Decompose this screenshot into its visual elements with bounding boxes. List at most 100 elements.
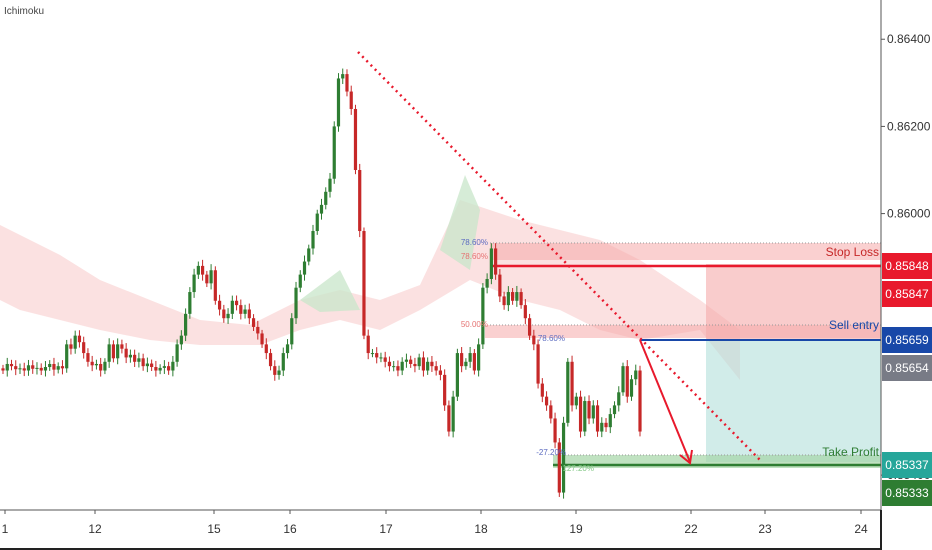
x-tick-label: 15 <box>207 522 221 536</box>
price-label: 0.85333 <box>882 480 932 506</box>
candle <box>77 330 82 348</box>
candle <box>179 330 183 350</box>
sell-entry-label: Sell entry <box>829 318 879 332</box>
candle <box>353 104 358 175</box>
candle <box>137 352 141 368</box>
candle-body <box>400 361 404 371</box>
candle-body <box>634 370 638 380</box>
candle <box>56 362 60 374</box>
candle <box>468 346 472 368</box>
candle-body <box>200 265 205 275</box>
candle-body <box>319 204 324 214</box>
candle-body <box>341 74 345 79</box>
candle <box>285 338 290 359</box>
candle <box>52 357 56 376</box>
candle <box>133 349 137 367</box>
candle <box>629 375 634 401</box>
candle <box>553 412 557 449</box>
candle <box>205 270 209 288</box>
candle-body <box>527 318 532 336</box>
candle-body <box>502 296 506 306</box>
candle-body <box>298 274 302 288</box>
candle-body <box>302 261 307 275</box>
candle <box>94 359 99 370</box>
candle <box>22 362 26 377</box>
candle <box>14 360 18 376</box>
candle <box>392 361 396 372</box>
candle-body <box>179 335 183 345</box>
candle <box>366 329 370 360</box>
candle-body <box>383 357 387 362</box>
candles <box>1 68 642 499</box>
candle-body <box>370 353 375 355</box>
candle <box>417 353 421 370</box>
price-label-bg <box>882 327 932 353</box>
candle <box>451 390 455 438</box>
price-label-bg <box>882 281 932 307</box>
candle-body <box>171 361 175 371</box>
price-label: 0.85337 <box>882 452 932 478</box>
candle-body <box>426 361 430 371</box>
candle <box>549 400 553 424</box>
candle-body <box>629 379 634 397</box>
candle-body <box>128 354 132 358</box>
candle <box>383 351 387 368</box>
candle-body <box>162 366 166 368</box>
candle <box>141 353 145 371</box>
candle <box>455 348 459 401</box>
candle <box>65 339 69 373</box>
candle-body <box>230 300 234 314</box>
candle <box>409 355 413 368</box>
candle-body <box>608 414 612 428</box>
candle <box>540 378 544 403</box>
x-tick-label: 17 <box>379 522 393 536</box>
candle <box>256 320 260 340</box>
candle <box>251 314 256 332</box>
candle-body <box>35 367 39 369</box>
candle-body <box>324 191 328 205</box>
candle-body <box>1 368 5 371</box>
x-tick-label: 24 <box>854 522 868 536</box>
candle-body <box>366 335 370 354</box>
candle <box>162 360 166 374</box>
candle <box>591 400 595 424</box>
cloud-red <box>0 200 740 380</box>
trade-zones <box>485 242 881 468</box>
candle <box>578 390 583 438</box>
candle <box>625 360 629 403</box>
y-tick-label: 0.86200 <box>887 119 931 133</box>
candle-body <box>294 287 298 319</box>
candle <box>515 285 519 307</box>
candle <box>167 361 171 375</box>
candle-body <box>561 422 566 493</box>
candle-body <box>409 359 413 364</box>
candle-body <box>544 396 549 406</box>
candle <box>600 417 604 438</box>
candle-body <box>94 363 99 366</box>
stop-loss-label: Stop Loss <box>826 245 879 259</box>
candle-body <box>430 361 434 367</box>
candle-body <box>621 366 625 393</box>
candle-body <box>86 353 90 362</box>
candle-body <box>362 231 366 336</box>
candle-body <box>273 366 277 375</box>
candle-body <box>468 353 472 362</box>
candle-body <box>243 309 247 314</box>
candle <box>200 259 205 281</box>
candle <box>184 308 188 342</box>
candle-body <box>587 401 591 419</box>
candle-body <box>205 274 209 284</box>
candle <box>171 355 175 377</box>
candle <box>145 357 149 373</box>
candle-body <box>498 274 502 297</box>
candle <box>264 338 268 360</box>
candle-body <box>39 367 43 371</box>
candle <box>298 270 302 293</box>
candle <box>213 266 217 305</box>
candle <box>18 363 22 374</box>
candle <box>617 386 621 412</box>
candle-body <box>511 292 515 301</box>
candle-body <box>264 344 268 354</box>
